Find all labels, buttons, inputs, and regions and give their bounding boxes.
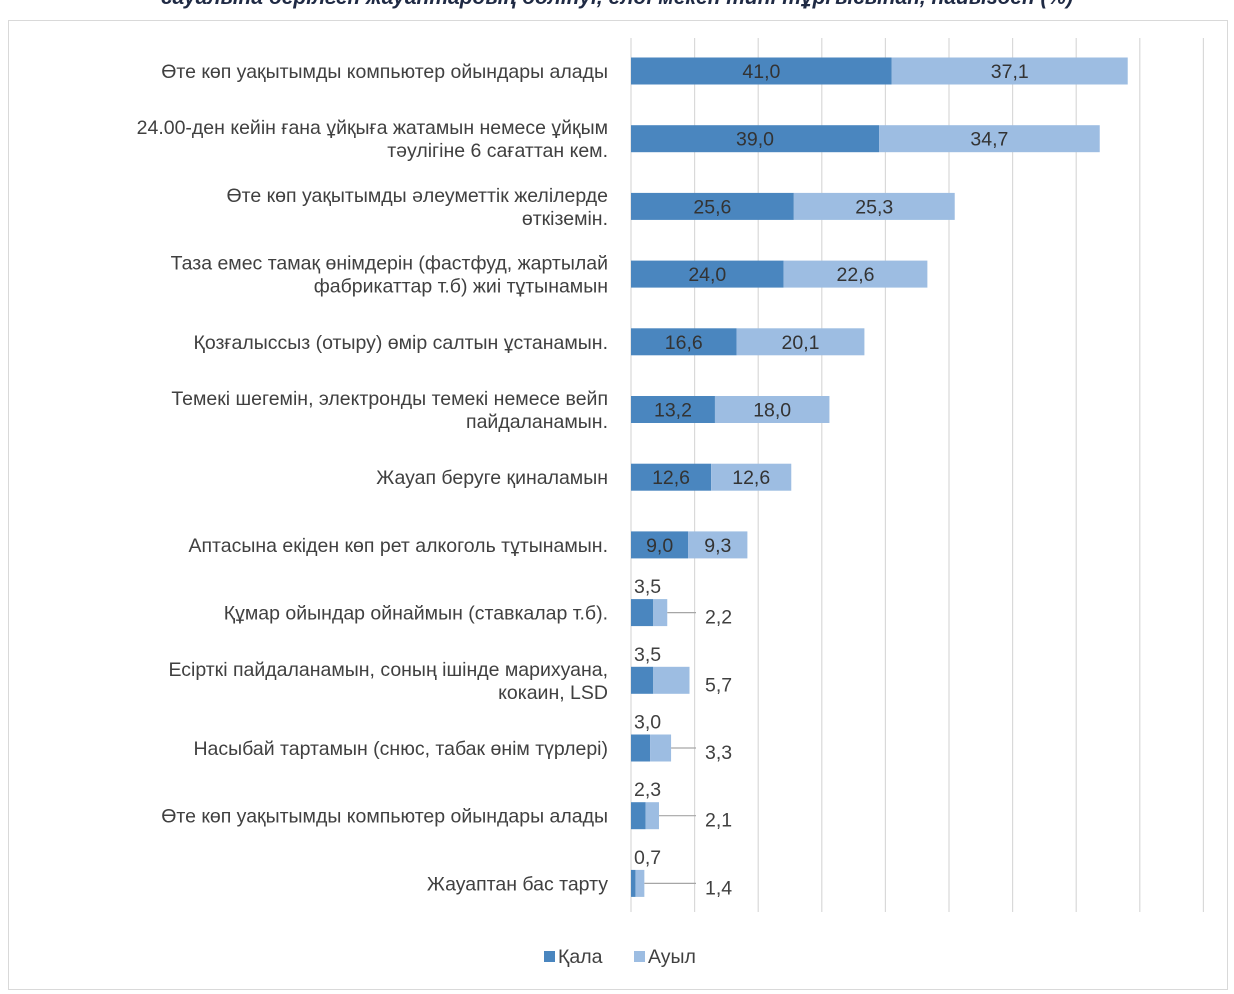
data-label-auyl: 9,3 [704,535,731,557]
bar-kala [631,802,646,830]
bar-auyl [891,57,1128,85]
data-label-kala: 2,3 [634,779,661,801]
bar-auyl [711,463,792,491]
data-label-kala: 3,0 [634,712,661,734]
bar-kala [631,463,712,491]
category-label: кокаин, LSD [498,682,608,704]
legend: Қала Ауыл [544,946,696,968]
bar-auyl [653,666,690,694]
bar-kala [631,57,892,85]
bar-kala [631,666,654,694]
bars [631,57,1128,897]
data-label-auyl: 34,7 [970,129,1008,151]
category-label: Өте көп уақытымды компьютер ойындары ала… [161,806,608,828]
data-label-kala: 3,5 [634,576,661,598]
data-label-kala: 25,6 [693,196,731,218]
bar-auyl [635,869,645,897]
data-label-auyl: 5,7 [705,674,732,696]
bar-auyl [688,531,748,559]
category-labels: Өте көп уақытымды компьютер ойындары ала… [137,61,609,895]
bar-auyl [783,260,928,288]
category-label: Жауаптан бас тарту [427,873,608,895]
data-label-auyl: 3,3 [705,742,732,764]
data-label-auyl: 12,6 [732,467,770,489]
data-label-kala: 13,2 [654,400,692,422]
data-label-auyl: 25,3 [855,196,893,218]
category-label: фабрикаттар т.б) жиі тұтынамын [314,276,608,298]
category-label: Өте көп уақытымды әлеуметтік желілерде [226,185,608,207]
category-label: 24.00-ден кейін ғана ұйқыға жатамын неме… [137,117,608,139]
category-label: Құмар ойындар ойнаймын (ставкалар т.б). [224,603,608,625]
category-label: Қозғалыссыз (отыру) өмір салтын ұстанамы… [193,332,608,354]
data-label-kala: 9,0 [646,535,673,557]
category-label: тәулігіне 6 сағаттан кем. [387,140,608,162]
data-labels: 41,0 37,1 39,0 34,7 25,6 25,3 24,0 22,6 16,6 20,1… [634,61,1029,899]
data-label-auyl: 22,6 [837,264,875,286]
bar-auyl [879,125,1100,153]
data-label-kala: 24,0 [688,264,726,286]
bar-kala [631,531,689,559]
legend-swatch-auyl [634,951,645,962]
category-label: Темекі шегемін, электронды темекі немесе… [171,388,608,410]
bar-kala [631,599,654,627]
chart-title: сауалына берілген жауаптардың бөлінуі, е… [0,0,1234,10]
bar-kala [631,396,715,423]
bar-auyl [645,802,659,830]
data-label-kala: 3,5 [634,644,661,666]
legend-label-kala: Қала [558,946,603,968]
bar-auyl [714,396,830,423]
category-label: пайдаланамын. [466,411,608,433]
legend-swatch-kala [544,951,555,962]
data-label-auyl: 20,1 [782,332,820,354]
data-label-auyl: 18,0 [753,400,791,422]
bar-kala [631,328,737,356]
bar-auyl [650,734,672,762]
category-label: өткіземін. [522,208,608,230]
data-label-auyl: 1,4 [705,877,732,899]
category-label: Аптасына екіден көп рет алкоголь тұтынам… [188,535,608,557]
data-label-kala: 0,7 [634,847,661,869]
bar-kala [631,869,636,897]
data-label-auyl: 2,2 [705,607,732,629]
category-label: Насыбай тартамын (снюс, табак өнім түрле… [193,738,608,760]
bar-auyl [653,599,668,627]
bar-kala [631,192,794,220]
category-label: Таза емес тамақ өнімдерін (фастфуд, жарт… [171,253,608,275]
data-label-kala: 12,6 [652,467,690,489]
bar-kala [631,260,784,288]
data-label-kala: 16,6 [665,332,703,354]
chart-frame [8,20,1228,990]
bar-auyl [793,192,955,220]
data-label-auyl: 2,1 [705,810,732,832]
bar-auyl [736,328,865,356]
data-label-kala: 41,0 [742,61,780,83]
category-label: Өте көп уақытымды компьютер ойындары ала… [161,61,608,83]
data-label-auyl: 37,1 [991,61,1029,83]
bar-kala [631,125,880,153]
category-label: Жауап беруге қиналамын [376,467,608,489]
bar-kala [631,734,651,762]
legend-label-auyl: Ауыл [648,946,696,968]
category-label: Есірткі пайдаланамын, соның ішінде марих… [168,659,608,681]
data-label-kala: 39,0 [736,129,774,151]
